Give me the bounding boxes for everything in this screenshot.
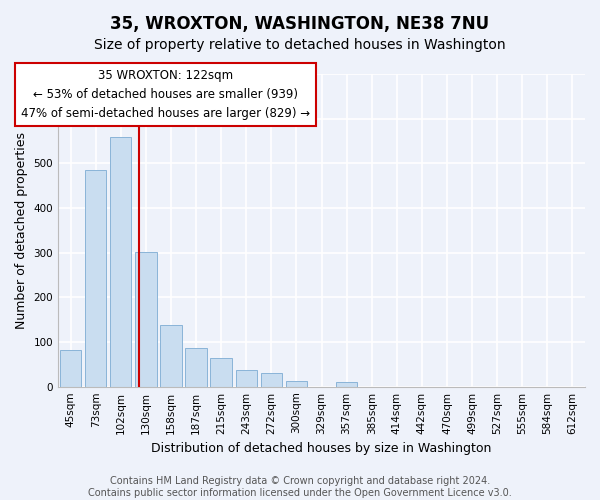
Bar — [85, 170, 106, 386]
Y-axis label: Number of detached properties: Number of detached properties — [15, 132, 28, 329]
Text: Size of property relative to detached houses in Washington: Size of property relative to detached ho… — [94, 38, 506, 52]
Text: 35 WROXTON: 122sqm
← 53% of detached houses are smaller (939)
47% of semi-detach: 35 WROXTON: 122sqm ← 53% of detached hou… — [22, 68, 311, 120]
Bar — [60, 350, 81, 387]
Bar — [336, 382, 357, 386]
Bar — [211, 358, 232, 386]
Bar — [160, 324, 182, 386]
Bar — [236, 370, 257, 386]
X-axis label: Distribution of detached houses by size in Washington: Distribution of detached houses by size … — [151, 442, 492, 455]
Text: 35, WROXTON, WASHINGTON, NE38 7NU: 35, WROXTON, WASHINGTON, NE38 7NU — [110, 15, 490, 33]
Bar — [260, 374, 282, 386]
Text: Contains HM Land Registry data © Crown copyright and database right 2024.
Contai: Contains HM Land Registry data © Crown c… — [88, 476, 512, 498]
Bar — [185, 348, 207, 387]
Bar — [135, 252, 157, 386]
Bar — [286, 382, 307, 386]
Bar — [110, 136, 131, 386]
